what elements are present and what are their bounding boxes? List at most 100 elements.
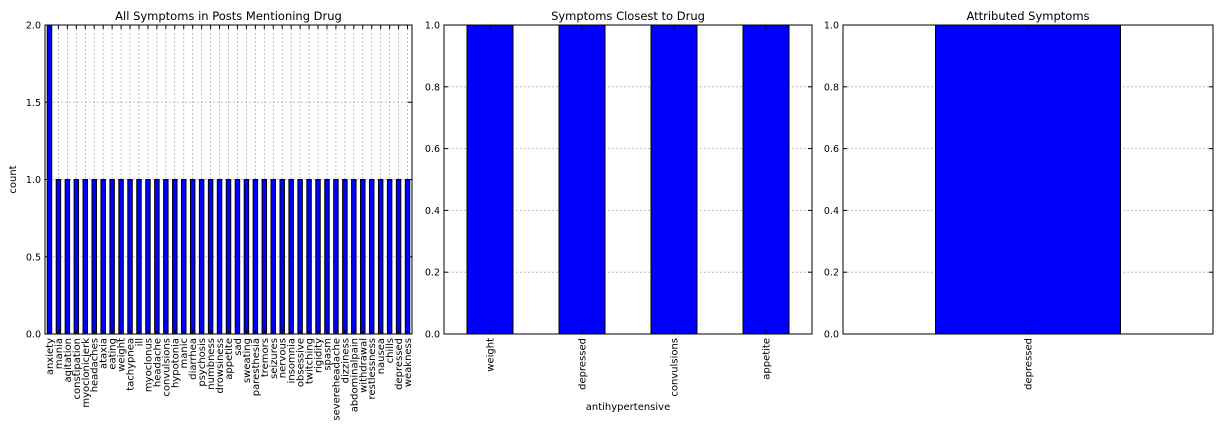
x-tick-label: convulsions: [161, 338, 172, 397]
x-tick-label: sad: [233, 338, 244, 356]
bar-manic: [181, 179, 187, 335]
bar-weight: [466, 24, 514, 335]
x-tick-label: constipation: [72, 338, 83, 400]
y-tick-label: 0.8: [824, 82, 839, 93]
x-tick-label: numbness: [206, 338, 217, 390]
bar-abdominalpain: [351, 179, 357, 335]
bar-weakness: [404, 179, 411, 335]
x-tick-label: psychosis: [197, 338, 208, 387]
x-tick-label: depressed: [578, 338, 589, 390]
x-tick-label: dizziness: [340, 338, 351, 383]
x-tick-label: chills: [385, 338, 396, 363]
bar-obsessive: [297, 179, 303, 335]
x-tick-label: tremors: [260, 338, 271, 377]
bar-ill: [136, 179, 142, 335]
bar-nausea: [377, 179, 384, 335]
bar-appetite: [225, 179, 232, 335]
x-tick-label: weight: [486, 338, 497, 372]
chart-2: 0.0 0.2 0.4 0.6 0.8 1.0 weight depressed convuls…: [425, 9, 813, 413]
bar-drowsiness: [216, 179, 223, 335]
x-tick-label: paresthesia: [251, 338, 262, 396]
x-tick-label: obsessive: [296, 338, 307, 387]
bar-severeheadache: [333, 179, 339, 335]
x-tick-label: weakness: [403, 338, 414, 387]
y-tick-label: 0.2: [425, 268, 440, 279]
y-tick-label: 1.0: [824, 21, 839, 32]
x-tick-label: ill: [134, 338, 145, 346]
bar-eating: [109, 179, 115, 335]
x-tick-label: appetite: [224, 338, 235, 380]
x-tick-label: myoclonus: [143, 338, 154, 392]
x-tick-label: agitation: [63, 338, 74, 382]
bar-myoclonicjerk: [82, 179, 89, 335]
axes-frame: [44, 24, 413, 335]
x-tick-label: myoclonicjerk: [81, 338, 92, 408]
bar-convulsions: [163, 179, 169, 335]
y-tick-label: 0.8: [425, 82, 440, 93]
y-tick-label: 0.5: [26, 252, 41, 263]
x-tick-label: seizures: [269, 338, 280, 379]
x-tick-label: twitching: [305, 338, 316, 384]
bar-depressed: [395, 179, 402, 335]
x-tick-label: abdominalpain: [349, 338, 360, 412]
y-tick-label: 0.0: [425, 330, 440, 341]
y-tick-label: 0.4: [425, 206, 440, 217]
axes-frame: [842, 24, 1214, 335]
x-tick-label: diarrhea: [188, 338, 199, 380]
bar-agitation: [64, 179, 71, 335]
bar-depressed: [558, 24, 606, 335]
x-tick-label: hypotonia: [170, 338, 181, 388]
x-tick-label: appetite: [762, 338, 773, 380]
x-tick-label: rigidity: [314, 338, 325, 373]
y-tick-label: 0.2: [824, 268, 839, 279]
bar-dizziness: [342, 179, 348, 335]
x-tick-label: eating: [108, 338, 119, 370]
bar-chills: [386, 179, 393, 335]
bar-rigidity: [315, 179, 321, 335]
x-tick-label: convulsions: [670, 338, 681, 397]
x-tick-label: depressed: [1024, 338, 1035, 390]
bar-diarrhea: [189, 179, 196, 335]
y-tick-label: 1.0: [26, 175, 41, 186]
bar-psychosis: [198, 179, 205, 335]
bar-nervous: [279, 179, 285, 335]
bar-insomnia: [288, 179, 294, 335]
bar-hypotonia: [172, 179, 178, 335]
y-tick-label: 0.0: [26, 330, 41, 341]
x-tick-label: depressed: [394, 338, 405, 390]
bar-appetite: [742, 24, 790, 335]
chart-title: All Symptoms in Posts Mentioning Drug: [115, 9, 342, 23]
bar-tachypnea: [127, 179, 133, 335]
bar-mania: [55, 179, 62, 335]
x-tick-label: withdrawal: [358, 338, 369, 393]
bar-twitching: [306, 179, 312, 335]
bar-headaches: [91, 179, 97, 335]
x-tick-label: severeheadache: [331, 338, 342, 421]
y-tick-label: 1.5: [26, 98, 41, 109]
x-tick-label: headache: [152, 338, 163, 387]
x-tick-label: tachypnea: [126, 338, 137, 391]
chart-3: 0.0 0.2 0.4 0.6 0.8 1.0 depressed Attributed Sy…: [824, 9, 1214, 390]
bar-depressed: [935, 24, 1121, 335]
bar-seizures: [270, 179, 276, 335]
chart-1: 0.0 0.5 1.0 1.5 2.0 anxietymaniaagitationcons…: [8, 9, 414, 421]
bar-constipation: [73, 179, 80, 335]
bar-convulsions: [650, 24, 698, 335]
y-tick-label: 0.0: [824, 330, 839, 341]
x-tick-label: nausea: [376, 338, 387, 374]
bar-headache: [154, 179, 160, 335]
x-axis-label: antihypertensive: [586, 402, 671, 413]
y-tick-label: 2.0: [26, 21, 41, 32]
bar-tremors: [261, 179, 268, 335]
y-tick-label: 1.0: [425, 21, 440, 32]
bar-numbness: [207, 179, 214, 335]
x-tick-label: drowsiness: [215, 338, 226, 393]
x-tick-label: restlessness: [367, 338, 378, 399]
bar-withdrawal: [360, 179, 366, 335]
bar-spasm: [324, 179, 330, 335]
bar-sad: [234, 179, 241, 335]
x-tick-label: manic: [179, 338, 190, 368]
x-tick-label: headaches: [90, 338, 101, 392]
x-tick-label: anxiety: [45, 338, 56, 375]
